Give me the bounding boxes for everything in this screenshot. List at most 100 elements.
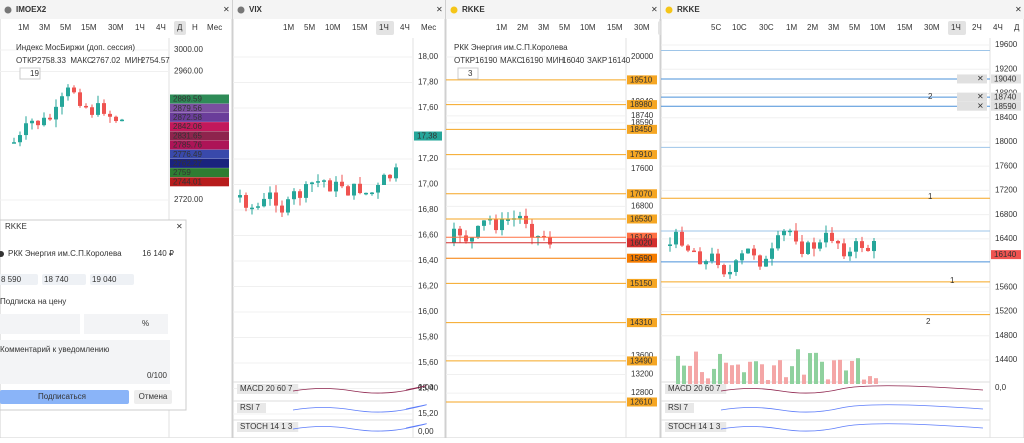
submit-btn[interactable] xyxy=(0,390,129,404)
price-tag-label: 18980 xyxy=(630,100,653,109)
candle-body xyxy=(704,261,708,265)
volume-bar-decor xyxy=(700,372,704,384)
price-tag-label: 16140 xyxy=(630,233,653,242)
timeframe[interactable]: 1Ч xyxy=(135,23,145,32)
timeframe[interactable]: 2M xyxy=(517,23,528,32)
price-tag-label: 18740 xyxy=(994,93,1017,102)
comment-counter: 0/100 xyxy=(147,371,168,380)
timeframe[interactable]: 2Ч xyxy=(972,23,982,32)
symbol[interactable]: RKKE xyxy=(677,5,700,14)
alert-ctrl[interactable] xyxy=(957,74,987,84)
candle-body xyxy=(716,253,720,266)
timeframe[interactable]: 1M xyxy=(496,23,507,32)
candle-body xyxy=(394,167,398,179)
candle-body xyxy=(470,237,474,242)
candle-body xyxy=(370,192,374,195)
timeframe[interactable]: 2M xyxy=(807,23,818,32)
candle-body xyxy=(250,207,254,210)
comment-input[interactable] xyxy=(0,340,170,384)
candle-body xyxy=(42,117,46,126)
timeframe[interactable]: 1Ч xyxy=(379,23,389,32)
panel-header xyxy=(0,0,232,19)
volume-bar-decor xyxy=(676,355,680,384)
symbol[interactable]: RKKE xyxy=(462,5,485,14)
timeframe[interactable]: 10M xyxy=(325,23,341,32)
price-tag xyxy=(627,100,657,110)
candle-body xyxy=(24,123,28,136)
price-input[interactable] xyxy=(0,314,80,334)
timeframe[interactable]: Н xyxy=(192,23,198,32)
volume-bar-decor xyxy=(826,379,830,384)
ohlc-label: МАКС xyxy=(500,56,523,65)
cancel-btn[interactable] xyxy=(134,390,172,404)
y-tick-label: 16800 xyxy=(995,210,1018,219)
timeframe[interactable]: 5M xyxy=(849,23,860,32)
price-tag-label: 2889.59 xyxy=(173,95,202,104)
timeframe[interactable]: 5M xyxy=(559,23,570,32)
price-chip[interactable] xyxy=(90,274,134,285)
submit-label: Подписаться xyxy=(38,392,86,401)
timeframe[interactable]: 4Ч xyxy=(400,23,410,32)
alert-ctrl[interactable] xyxy=(957,92,987,102)
alert-ctrl[interactable] xyxy=(957,101,987,111)
timeframe[interactable]: 15M xyxy=(897,23,913,32)
candle-body xyxy=(764,258,768,267)
timeframe[interactable]: Мес xyxy=(421,23,436,32)
timeframe[interactable]: 15M xyxy=(352,23,368,32)
timeframe[interactable]: 10M xyxy=(580,23,596,32)
y-tick-label: 2960.00 xyxy=(174,67,203,76)
candle-body xyxy=(668,244,672,246)
price-tag xyxy=(627,150,657,160)
price-tag-label: 12610 xyxy=(630,398,653,407)
timeframe[interactable]: 4Ч xyxy=(156,23,166,32)
volume-bar-decor xyxy=(712,368,716,384)
timeframe[interactable]: 4Ч xyxy=(993,23,1003,32)
timeframe[interactable]: 1M xyxy=(786,23,797,32)
timeframe[interactable]: 10С xyxy=(732,23,747,32)
price-tag-label: 18590 xyxy=(994,102,1017,111)
price-chip[interactable] xyxy=(42,274,86,285)
timeframe[interactable]: 1M xyxy=(283,23,294,32)
candle-body xyxy=(806,242,810,254)
timeframe[interactable]: 15M xyxy=(81,23,97,32)
price-tag xyxy=(991,92,1021,102)
timeframe[interactable]: 5M xyxy=(60,23,71,32)
indicator-axis-label: 0,0 xyxy=(995,383,1007,392)
price-chip[interactable] xyxy=(0,274,38,285)
y-tick-label: 2720.00 xyxy=(174,195,203,204)
timeframe[interactable]: 3M xyxy=(538,23,549,32)
candle-body xyxy=(340,181,344,187)
indicator-name: STOCH 14 1 3 xyxy=(668,422,721,431)
timeframe[interactable]: Д xyxy=(177,23,183,32)
timeframe[interactable]: 5С xyxy=(711,23,721,32)
candle-body xyxy=(464,235,468,242)
symbol[interactable]: IMOEX2 xyxy=(16,5,47,14)
volume-bar-decor xyxy=(694,351,698,384)
timeframe[interactable]: 10M xyxy=(870,23,886,32)
timeframe[interactable]: 5M xyxy=(304,23,315,32)
indicator-name: RSI 7 xyxy=(668,403,689,412)
timeframe[interactable]: 30M xyxy=(924,23,940,32)
price-tag xyxy=(170,131,229,141)
price-tag-label: 17910 xyxy=(630,150,653,159)
timeframe[interactable]: 30M xyxy=(634,23,650,32)
candle-body xyxy=(866,247,870,252)
timeframe[interactable]: 3M xyxy=(39,23,50,32)
price-tag-label: 17070 xyxy=(630,189,653,198)
price-tag xyxy=(627,253,657,263)
timeframe[interactable]: Мес xyxy=(207,23,222,32)
y-tick-label: 18590 xyxy=(631,118,654,127)
indicator-line xyxy=(292,385,427,394)
symbol[interactable]: VIX xyxy=(249,5,263,14)
timeframe[interactable]: 3M xyxy=(828,23,839,32)
timeframe[interactable]: Д xyxy=(1014,23,1020,32)
candle-body xyxy=(114,116,118,122)
timeframe[interactable]: 1Ч xyxy=(951,23,961,32)
indicator-badge xyxy=(19,67,41,80)
candle-body xyxy=(72,87,76,93)
timeframe[interactable]: 1M xyxy=(18,23,29,32)
timeframe[interactable]: 30M xyxy=(108,23,124,32)
timeframe[interactable]: 30С xyxy=(759,23,774,32)
timeframe[interactable]: 15M xyxy=(607,23,623,32)
percent-input[interactable] xyxy=(84,314,168,334)
